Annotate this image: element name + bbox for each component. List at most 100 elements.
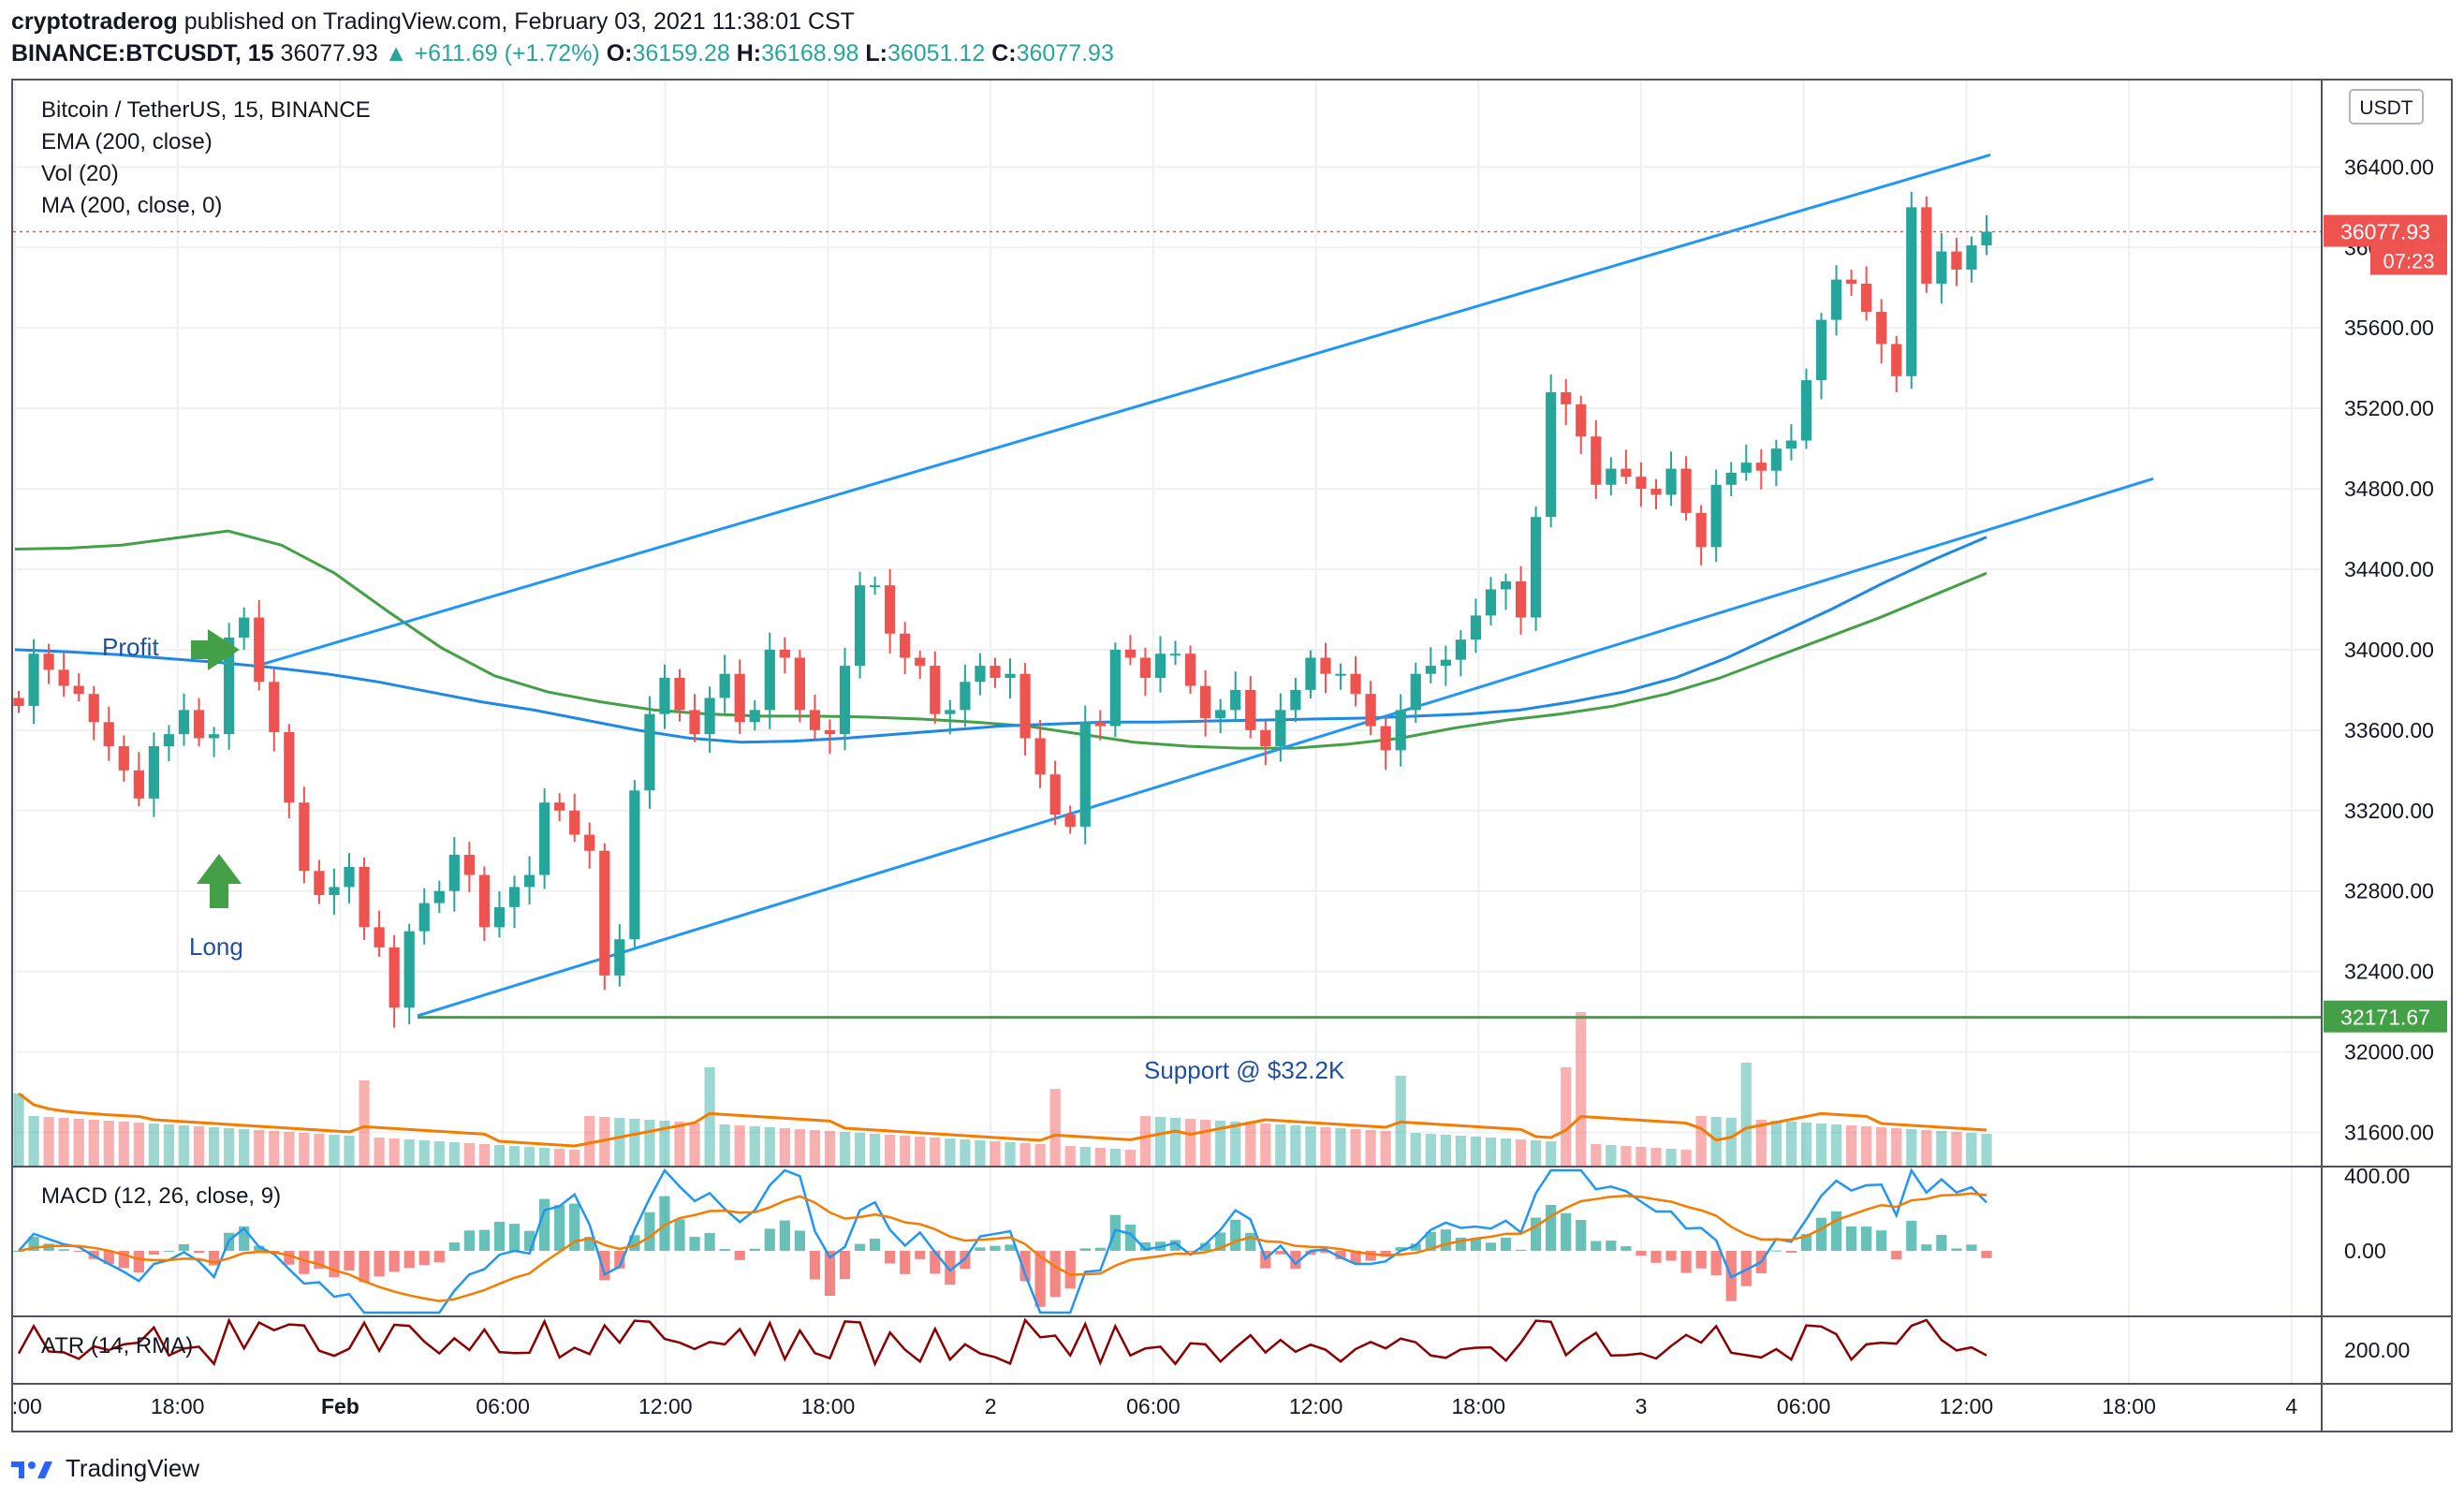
open-value: 36159.28 [632, 40, 730, 66]
publisher-name[interactable]: cryptotraderog [11, 8, 178, 35]
macd-histogram-bar [58, 1249, 69, 1251]
price-chart-svg[interactable]: 36400.0036000.0035600.0035200.0034800.00… [13, 81, 2451, 1431]
volume-bar [975, 1140, 986, 1167]
legend-vol[interactable]: Vol (20) [41, 161, 119, 186]
published-text: published on TradingView.com, February 0… [183, 8, 855, 35]
volume-bar [1275, 1124, 1286, 1167]
time-tick-label: 06:00 [476, 1394, 530, 1418]
candle-body [1034, 738, 1046, 775]
candle-body [178, 710, 190, 735]
candle-body [1109, 649, 1121, 727]
tradingview-logo-icon[interactable] [9, 1454, 56, 1482]
volume-bar [1591, 1144, 1602, 1167]
candle-body [945, 710, 956, 714]
macd-histogram-bar [1650, 1251, 1662, 1263]
volume-bar [1891, 1128, 1902, 1167]
volume-bar [915, 1137, 926, 1167]
chart-frame[interactable]: 36400.0036000.0035600.0035200.0034800.00… [11, 79, 2453, 1432]
price-tick-label: 31600.00 [2344, 1120, 2434, 1144]
legend-macd[interactable]: MACD (12, 26, close, 9) [41, 1183, 282, 1209]
legend-ma[interactable]: MA (200, close, 0) [41, 193, 223, 218]
volume-bar [1154, 1117, 1166, 1167]
candle-body [1350, 673, 1361, 695]
macd-histogram-bar [1531, 1217, 1542, 1251]
candle-body [1546, 391, 1557, 518]
volume-bar [1425, 1134, 1436, 1167]
currency-label: USDT [2359, 97, 2413, 119]
macd-histogram-bar [1951, 1248, 1962, 1251]
symbol-line: BINANCE:BTCUSDT, 15 36077.93 ▲ +611.69 (… [11, 37, 1114, 69]
countdown-text: 07:23 [2383, 250, 2434, 273]
macd-histogram-bar [1455, 1237, 1467, 1251]
candle-body [269, 682, 280, 732]
legend-atr[interactable]: ATR (14, RMA) [41, 1333, 194, 1358]
legend-ema[interactable]: EMA (200, close) [41, 129, 213, 154]
volume-bar [1770, 1121, 1782, 1167]
volume-bar [1470, 1137, 1482, 1167]
macd-histogram-bar [538, 1198, 550, 1251]
support-label: Support @ $32.2K [1144, 1056, 1345, 1084]
volume-bar [43, 1117, 54, 1167]
candle-body [523, 874, 535, 888]
candle-body [1951, 251, 1962, 270]
candle-body [1124, 649, 1137, 658]
macd-histogram-bar [359, 1251, 370, 1283]
candle-body [1200, 685, 1211, 718]
macd-histogram-bar [915, 1251, 926, 1259]
price-tick-label: 34800.00 [2344, 477, 2434, 501]
macd-histogram-bar [1470, 1239, 1482, 1251]
volume-bar [1290, 1125, 1301, 1167]
long-label: Long [189, 933, 243, 961]
macd-histogram-bar [1621, 1246, 1632, 1251]
candle-body [1365, 694, 1376, 727]
volume-bar [1830, 1124, 1842, 1167]
macd-histogram-bar [869, 1239, 881, 1251]
macd-histogram-bar [1891, 1251, 1902, 1260]
candle-body [1710, 484, 1722, 548]
volume-bar [254, 1130, 265, 1167]
macd-histogram-bar [674, 1219, 685, 1251]
ma-200-line [14, 529, 1987, 750]
volume-bar [478, 1144, 491, 1167]
candle-body [930, 666, 941, 714]
time-tick-label: 12:00 [1940, 1394, 1994, 1418]
macd-histogram-bar [1395, 1247, 1406, 1251]
macd-histogram-bar [13, 1251, 24, 1252]
volume-bar [208, 1127, 220, 1167]
candle-body [644, 713, 655, 791]
macd-histogram-bar [689, 1237, 700, 1251]
candle-body [1184, 654, 1196, 686]
candle-body [1320, 657, 1331, 674]
macd-histogram-bar [1515, 1249, 1527, 1251]
price-tick-label: 35600.00 [2344, 316, 2434, 340]
candle-body [749, 710, 760, 723]
volume-bar [1440, 1135, 1451, 1167]
volume-bar [1260, 1124, 1271, 1167]
candle-body [1425, 666, 1436, 674]
volume-bar [13, 1094, 24, 1167]
time-tick-label: 18:00 [2102, 1394, 2156, 1418]
volume-bar [224, 1128, 235, 1167]
ema-200-line [14, 536, 1987, 744]
close-label: C: [991, 40, 1017, 66]
macd-histogram-bar [1124, 1225, 1137, 1251]
macd-histogram-bar [554, 1205, 565, 1251]
macd-histogram-bar [73, 1251, 84, 1252]
macd-histogram-bar [1635, 1251, 1647, 1256]
macd-histogram-bar [329, 1251, 340, 1278]
volume-bar [854, 1133, 866, 1167]
macd-histogram-bar [1830, 1211, 1842, 1251]
time-tick-label: 18:00 [801, 1394, 856, 1418]
candle-body [1830, 279, 1842, 320]
candle-body [689, 710, 700, 735]
volume-bar [284, 1132, 295, 1167]
candle-body [975, 666, 986, 683]
time-tick-label: 12:00 [1289, 1394, 1343, 1418]
macd-histogram-bar [523, 1230, 535, 1251]
candle-body [1305, 657, 1316, 690]
volume-bar [374, 1138, 385, 1167]
volume-bar [764, 1127, 775, 1167]
candle-body [314, 871, 325, 895]
macd-histogram-bar [614, 1251, 625, 1269]
footer-brand[interactable]: TradingView [66, 1453, 200, 1482]
